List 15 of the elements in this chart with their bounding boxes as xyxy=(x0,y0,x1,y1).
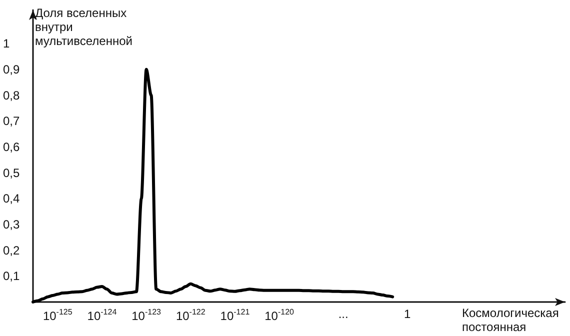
y-tick-label: 0,5 xyxy=(3,166,20,180)
x-tick-label: 1 xyxy=(404,307,412,321)
y-tick-label: 0,8 xyxy=(3,88,20,102)
y-tick-label: 0,1 xyxy=(3,269,20,284)
y-tick-label: 0,2 xyxy=(3,243,20,258)
y-tick-label: 1 xyxy=(3,36,10,51)
x-tick-label: ... xyxy=(338,307,348,321)
y-tick-label: 0,9 xyxy=(3,62,20,76)
y-tick-label: 0,6 xyxy=(3,140,20,154)
y-tick-label: 0,3 xyxy=(3,217,20,232)
x-axis-title: Космологическая постоянная xyxy=(462,306,559,334)
line-series xyxy=(32,68,394,304)
y-tick-label: 0,4 xyxy=(3,192,20,206)
y-axis-title: Доля вселенных внутри мультивселенной xyxy=(35,6,132,48)
y-tick-label: 0,7 xyxy=(3,114,20,128)
